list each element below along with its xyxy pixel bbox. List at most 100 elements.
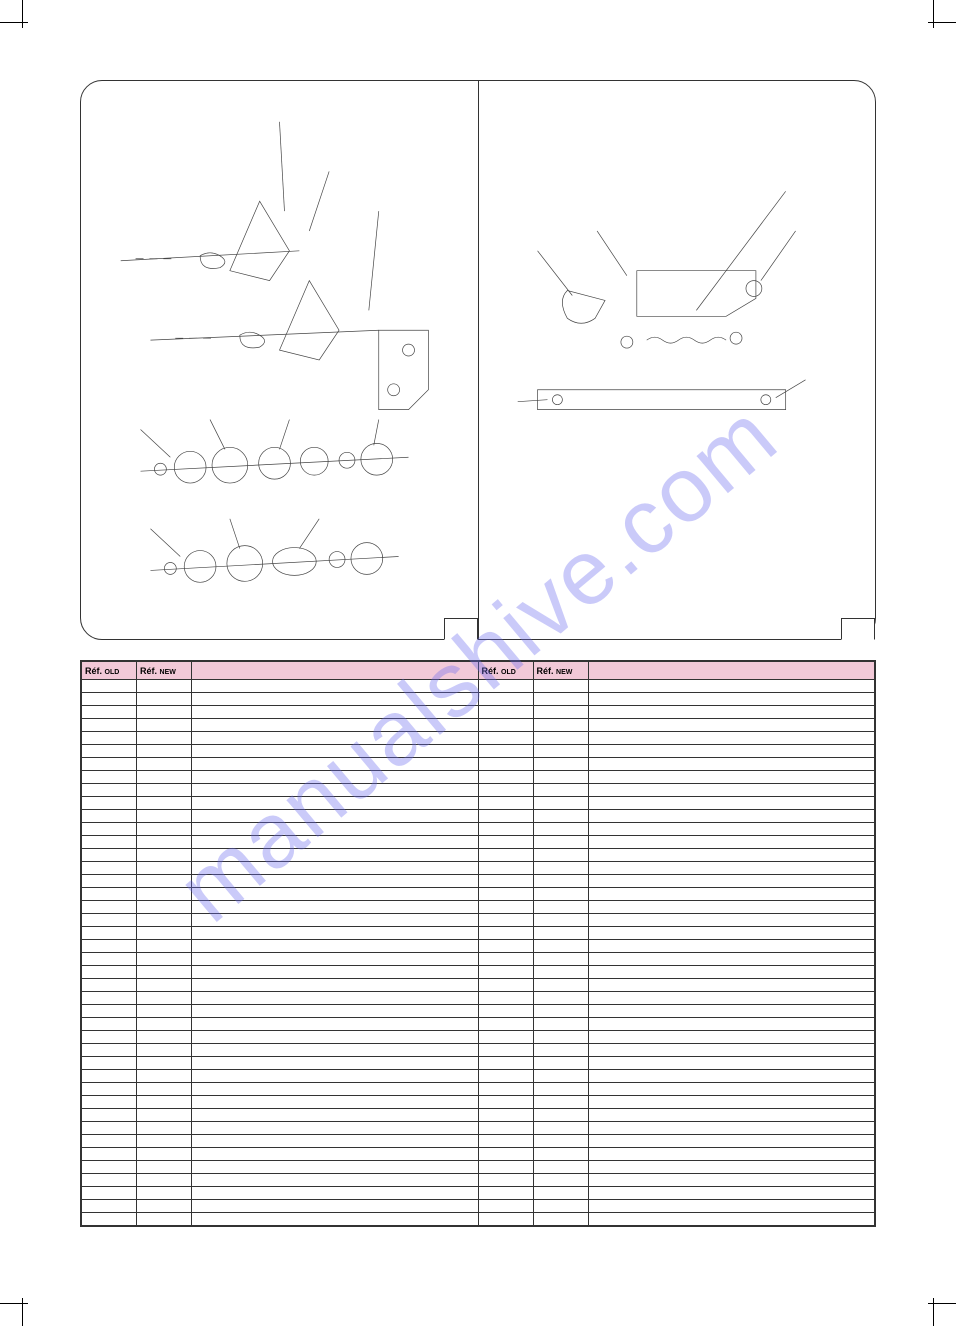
cell-desc [588,914,875,927]
cell-ref-new [137,1005,192,1018]
cell-desc [588,849,875,862]
table-row [82,758,875,771]
table-row [82,706,875,719]
table-row [82,1148,875,1161]
cell-ref-old [82,706,137,719]
cell-ref-old [82,1148,137,1161]
cell-ref-old [478,823,533,836]
cell-ref-new [137,810,192,823]
cell-ref-old [478,914,533,927]
cell-desc [192,1018,479,1031]
table-row [82,953,875,966]
cell-desc [192,914,479,927]
cell-desc [192,810,479,823]
cell-ref-old [478,1070,533,1083]
table-row [82,1174,875,1187]
cell-desc [192,875,479,888]
cell-desc [588,719,875,732]
cell-desc [192,1083,479,1096]
cell-ref-new [137,1109,192,1122]
cell-ref-new [137,836,192,849]
table-row [82,901,875,914]
crop-mark [0,1303,28,1304]
cell-desc [588,1005,875,1018]
cell-ref-new [137,992,192,1005]
cell-ref-old [82,966,137,979]
table-row [82,1122,875,1135]
cell-desc [192,693,479,706]
cell-ref-old [478,875,533,888]
cell-ref-old [478,888,533,901]
cell-ref-old [478,1044,533,1057]
cell-ref-old [82,758,137,771]
cell-ref-old [82,1031,137,1044]
cell-desc [588,966,875,979]
cell-desc [192,1005,479,1018]
cell-desc [588,745,875,758]
cell-desc [588,992,875,1005]
header-label-small: NEW [556,669,572,676]
table-header-row: Réf. OLD Réf. NEW Réf. OLD Réf. NEW [82,662,875,680]
cell-desc [192,797,479,810]
cell-ref-old [82,1161,137,1174]
cell-ref-new [533,1083,588,1096]
table-row [82,1161,875,1174]
table-row [82,1096,875,1109]
cell-ref-new [533,1044,588,1057]
cell-ref-old [82,1096,137,1109]
cell-desc [192,1187,479,1200]
cell-ref-new [137,1057,192,1070]
cell-ref-new [137,1161,192,1174]
cell-ref-new [137,1018,192,1031]
cell-desc [588,1044,875,1057]
cell-ref-new [533,927,588,940]
cell-desc [588,732,875,745]
header-label-small: OLD [105,669,120,676]
crop-mark [22,1298,23,1326]
cell-ref-new [533,953,588,966]
cell-ref-new [137,1213,192,1226]
cell-ref-new [137,693,192,706]
cell-desc [588,810,875,823]
cell-desc [192,1135,479,1148]
cell-ref-new [533,1213,588,1226]
cell-ref-new [533,940,588,953]
col-ref-new: Réf. NEW [533,662,588,680]
cell-desc [588,1096,875,1109]
page: Réf. OLD Réf. NEW Réf. OLD Réf. NEW [40,40,916,1286]
cell-ref-old [82,784,137,797]
cell-ref-old [82,693,137,706]
cell-ref-old [478,1187,533,1200]
cell-desc [192,1109,479,1122]
cell-ref-old [82,1200,137,1213]
table-row [82,1083,875,1096]
cell-ref-old [82,1109,137,1122]
cell-ref-new [137,875,192,888]
cell-ref-new [137,680,192,693]
cell-ref-old [478,693,533,706]
cell-desc [588,953,875,966]
cell-ref-old [478,706,533,719]
table-row [82,1018,875,1031]
cell-ref-old [478,732,533,745]
cell-desc [192,1096,479,1109]
cell-desc [192,1148,479,1161]
cell-desc [192,849,479,862]
cell-desc [588,693,875,706]
cell-desc [588,1031,875,1044]
cell-ref-new [137,940,192,953]
table-row [82,1109,875,1122]
cell-ref-new [533,1057,588,1070]
cell-desc [588,875,875,888]
cell-ref-old [478,1122,533,1135]
header-label-small: NEW [160,669,176,676]
cell-ref-new [533,901,588,914]
cell-ref-new [533,732,588,745]
cell-ref-new [137,1174,192,1187]
table-row [82,1044,875,1057]
header-label: Réf. [85,666,102,676]
diagram-panel [80,80,876,640]
cell-desc [588,1213,875,1226]
cell-ref-old [478,1213,533,1226]
table-row [82,1070,875,1083]
